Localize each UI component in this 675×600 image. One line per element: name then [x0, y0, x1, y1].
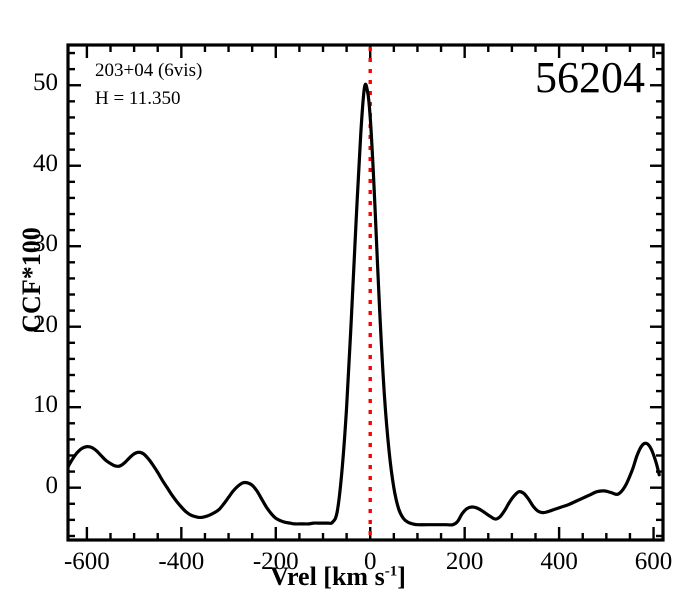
- x-axis-title: Vrel [km s-1]: [238, 562, 438, 592]
- ccf-curve: [68, 82, 661, 527]
- epoch-label: 56204: [535, 53, 645, 102]
- x-tick-label: 400: [540, 548, 578, 575]
- y-tick-label: 30: [33, 230, 58, 258]
- y-tick-label: 40: [33, 149, 58, 177]
- y-tick-label: 50: [33, 69, 58, 97]
- x-tick-label: 600: [634, 548, 673, 575]
- axes-frame: [66, 43, 665, 542]
- axis-ticks: [68, 45, 663, 540]
- y-axis-title: CCF*100: [17, 227, 46, 333]
- y-tick-label: 20: [33, 310, 58, 338]
- x-axis-title-close: ]: [397, 562, 406, 591]
- h-magnitude-annotation: H = 11.350: [95, 88, 181, 109]
- x-tick-label: -600: [63, 548, 110, 575]
- x-axis-title-exponent: -1: [384, 563, 398, 580]
- x-tick-label: -200: [252, 548, 299, 575]
- x-tick-label: -400: [158, 548, 205, 575]
- y-tick-label: 10: [33, 391, 58, 419]
- x-tick-label: 200: [445, 548, 484, 575]
- x-tick-label: 0: [363, 548, 377, 575]
- x-axis-title-main: Vrel [km s: [270, 562, 385, 591]
- y-tick-label: 0: [45, 471, 59, 499]
- target-id-annotation: 203+04 (6vis): [95, 60, 203, 81]
